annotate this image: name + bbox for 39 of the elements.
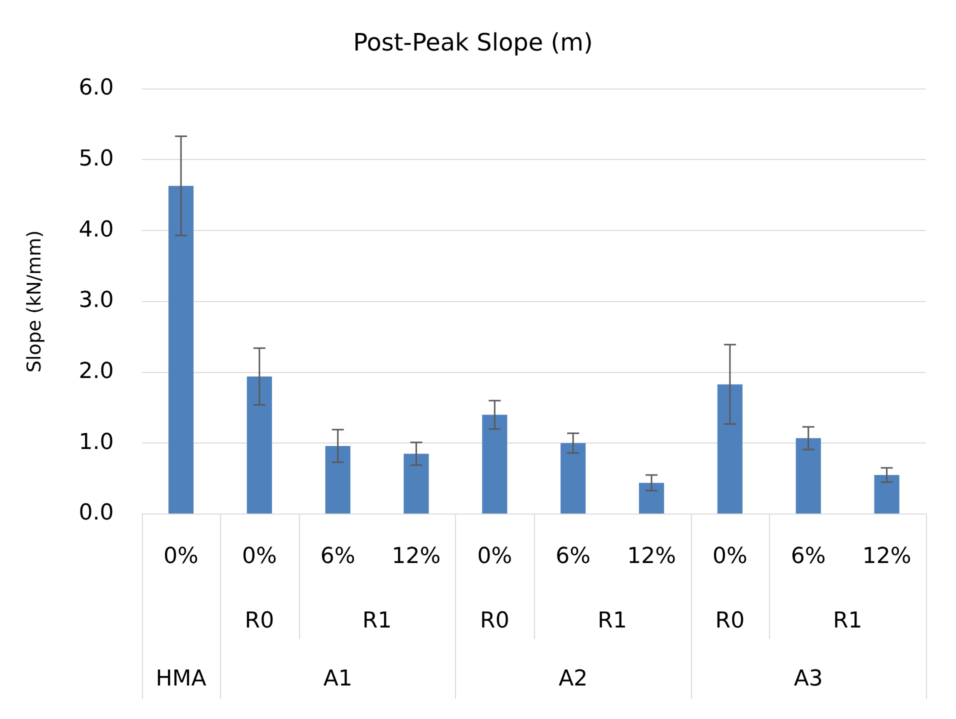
text: R0 xyxy=(715,608,745,634)
y-tick-label: 1.0 xyxy=(78,430,114,455)
bar xyxy=(325,446,350,514)
x-tick-label: 0% xyxy=(712,544,748,569)
bar xyxy=(560,443,586,514)
x-tick-label: 12% xyxy=(862,544,912,569)
text: R1 xyxy=(598,608,627,634)
y-tick-label: 0.0 xyxy=(78,500,114,526)
x-tick-label: 0% xyxy=(242,544,277,569)
text: A3 xyxy=(794,666,823,692)
bar xyxy=(638,482,664,514)
y-tick-label: 2.0 xyxy=(78,358,114,384)
text: R1 xyxy=(832,608,862,634)
y-tick-label: 6.0 xyxy=(78,76,114,101)
text: HMA xyxy=(156,666,206,692)
text: R0 xyxy=(244,608,274,634)
text: A2 xyxy=(558,666,588,692)
x-tick-label: 6% xyxy=(320,544,356,569)
x-tick-label: 0% xyxy=(477,544,512,569)
text: R0 xyxy=(480,608,510,634)
text: A1 xyxy=(323,666,352,692)
bar xyxy=(717,384,742,514)
x-tick-label: 12% xyxy=(392,544,441,569)
bar xyxy=(482,414,508,514)
y-tick-label: 5.0 xyxy=(78,146,114,172)
x-tick-label: 12% xyxy=(627,544,676,569)
x-tick-label: 6% xyxy=(556,544,591,569)
bar xyxy=(246,376,272,514)
bar xyxy=(168,186,194,514)
bar xyxy=(796,438,821,514)
y-tick-label: 3.0 xyxy=(78,288,114,314)
text: R1 xyxy=(362,608,392,634)
chart-title: Post-Peak Slope (m) xyxy=(353,28,593,57)
bar xyxy=(874,475,900,514)
y-axis-title: Slope (kN/mm) xyxy=(23,230,46,373)
y-tick-label: 4.0 xyxy=(78,217,114,242)
bar xyxy=(404,454,429,514)
x-tick-label: 0% xyxy=(164,544,198,569)
x-tick-label: 6% xyxy=(790,544,826,569)
